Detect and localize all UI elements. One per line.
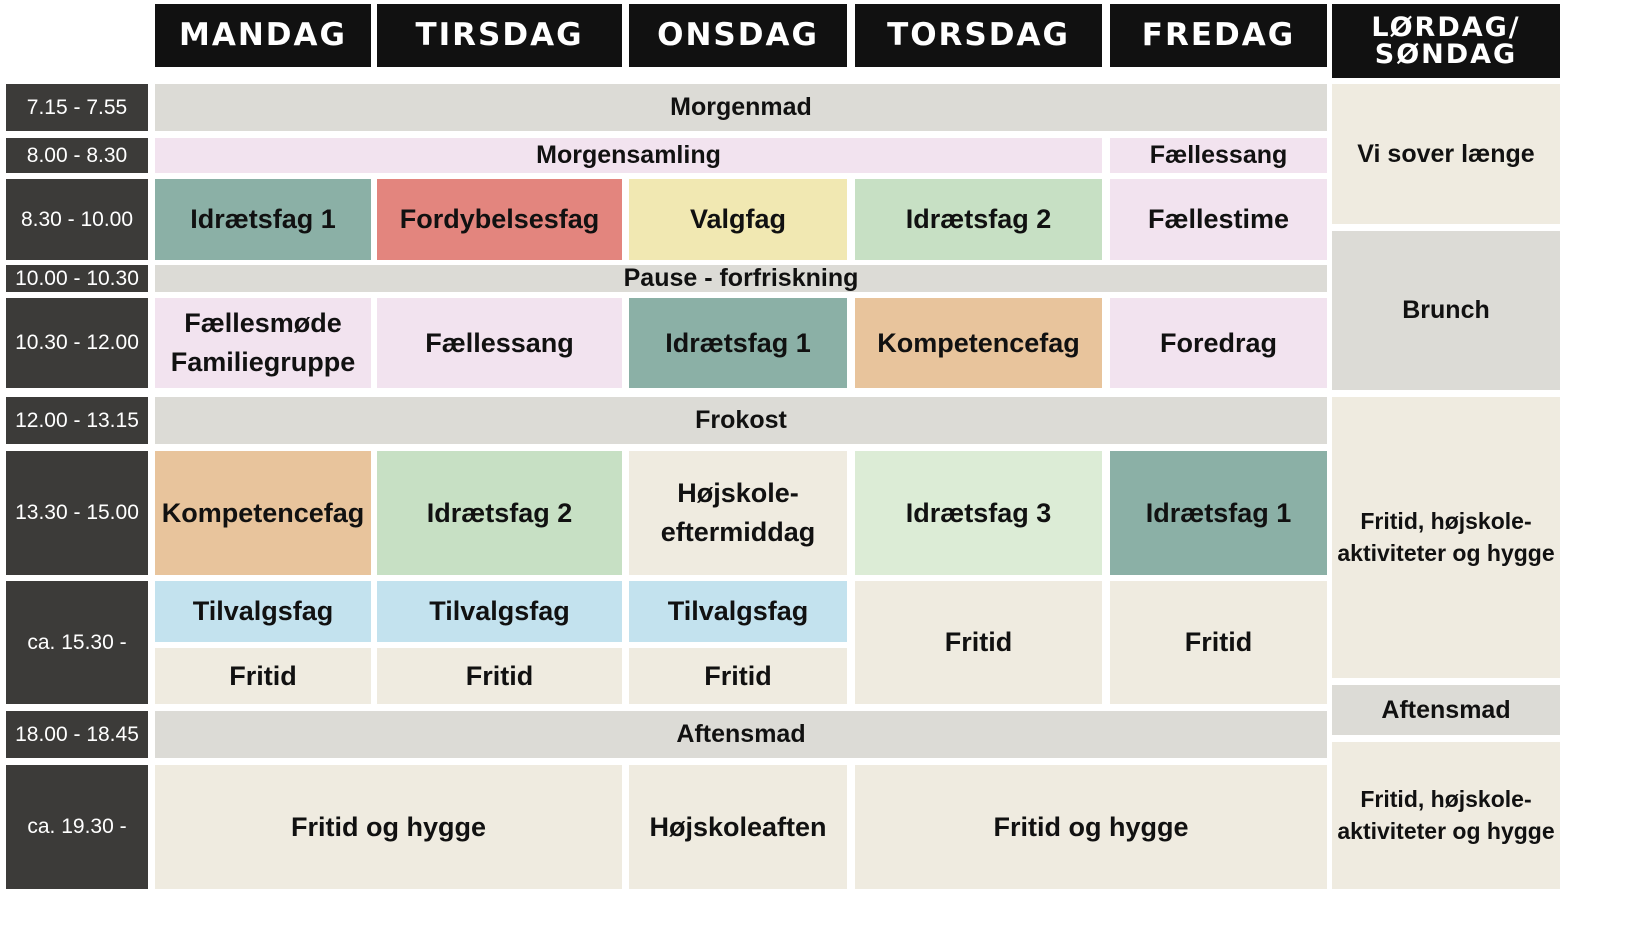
slot-fri-foredrag: Foredrag <box>1110 298 1327 388</box>
slot-fri-faellestime: Fællestime <box>1110 179 1327 260</box>
time-slot-8: ca. 15.30 - <box>6 581 148 704</box>
slot-wed-fritid: Fritid <box>629 648 847 704</box>
time-slot-9: 18.00 - 18.45 <box>6 711 148 758</box>
slot-mon-faellesmoede: Fællesmøde Familiegruppe <box>155 298 371 388</box>
header-torsdag: TORSDAG <box>855 4 1102 67</box>
weekend-aftensmad: Aftensmad <box>1332 685 1560 735</box>
time-slot-6: 12.00 - 13.15 <box>6 397 148 444</box>
header-mandag: MANDAG <box>155 4 371 67</box>
header-onsdag: ONSDAG <box>629 4 847 67</box>
time-slot-5: 10.30 - 12.00 <box>6 298 148 388</box>
header-weekend: LØRDAG/ SØNDAG <box>1332 4 1560 78</box>
time-slot-1: 7.15 - 7.55 <box>6 84 148 131</box>
slot-tue-fritid: Fritid <box>377 648 622 704</box>
slot-thu-fri-fritid-og-hygge: Fritid og hygge <box>855 765 1327 889</box>
slot-tue-fordybelsesfag: Fordybelsesfag <box>377 179 622 260</box>
slot-tue-faellessang: Fællessang <box>377 298 622 388</box>
slot-frokost: Frokost <box>155 397 1327 444</box>
time-slot-7: 13.30 - 15.00 <box>6 451 148 575</box>
slot-wed-idraetsfag-1: Idrætsfag 1 <box>629 298 847 388</box>
slot-wed-hojskoleaften: Højskoleaften <box>629 765 847 889</box>
weekend-aften-fritid: Fritid, højskole- aktiviteter og hygge <box>1332 742 1560 889</box>
time-slot-4: 10.00 - 10.30 <box>6 265 148 292</box>
slot-thu-kompetencefag: Kompetencefag <box>855 298 1102 388</box>
weekend-fritid-hojskoleaktiviteter: Fritid, højskole- aktiviteter og hygge <box>1332 397 1560 678</box>
slot-wed-valgfag: Valgfag <box>629 179 847 260</box>
slot-mon-tilvalgsfag: Tilvalgsfag <box>155 581 371 642</box>
slot-morgenmad: Morgenmad <box>155 84 1327 131</box>
slot-thu-idraetsfag-2: Idrætsfag 2 <box>855 179 1102 260</box>
slot-fri-idraetsfag-1: Idrætsfag 1 <box>1110 451 1327 575</box>
slot-tue-tilvalgsfag: Tilvalgsfag <box>377 581 622 642</box>
time-slot-3: 8.30 - 10.00 <box>6 179 148 260</box>
slot-pause: Pause - forfriskning <box>155 264 1327 292</box>
slot-fri-faellessang: Fællessang <box>1110 138 1327 173</box>
slot-thu-idraetsfag-3: Idrætsfag 3 <box>855 451 1102 575</box>
slot-wed-tilvalgsfag: Tilvalgsfag <box>629 581 847 642</box>
slot-aftensmad: Aftensmad <box>155 711 1327 758</box>
slot-mon-tue-fritid-og-hygge: Fritid og hygge <box>155 765 622 889</box>
slot-fri-fritid: Fritid <box>1110 581 1327 704</box>
weekend-brunch: Brunch <box>1332 231 1560 390</box>
weekend-vi-sover-laenge: Vi sover længe <box>1332 84 1560 224</box>
slot-thu-fritid: Fritid <box>855 581 1102 704</box>
header-fredag: FREDAG <box>1110 4 1327 67</box>
time-slot-2: 8.00 - 8.30 <box>6 138 148 173</box>
slot-tue-idraetsfag-2: Idrætsfag 2 <box>377 451 622 575</box>
slot-mon-fritid: Fritid <box>155 648 371 704</box>
slot-wed-hojskoleeftermiddag: Højskole- eftermiddag <box>629 451 847 575</box>
header-tirsdag: TIRSDAG <box>377 4 622 67</box>
slot-mon-idraetsfag-1: Idrætsfag 1 <box>155 179 371 260</box>
time-slot-10: ca. 19.30 - <box>6 765 148 889</box>
slot-morgensamling: Morgensamling <box>155 138 1102 173</box>
slot-mon-kompetencefag: Kompetencefag <box>155 451 371 575</box>
